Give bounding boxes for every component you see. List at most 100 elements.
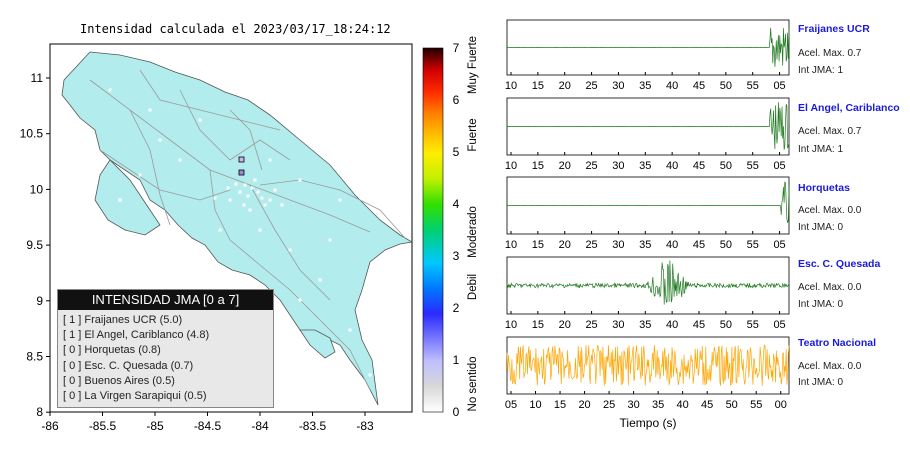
seismogram-tick-label: 25 bbox=[585, 80, 597, 92]
seismogram-tick-label: 15 bbox=[532, 80, 544, 92]
station-dot bbox=[238, 190, 242, 194]
seismogram-tick-label: 00 bbox=[775, 399, 787, 411]
seismogram-tick-label: 20 bbox=[559, 319, 571, 331]
seismogram-tick-label: 05 bbox=[773, 319, 785, 331]
colorbar-label: Debil bbox=[467, 274, 479, 300]
station-dot bbox=[318, 278, 322, 282]
x-tick-label: -83.5 bbox=[299, 419, 327, 433]
station-dot bbox=[288, 248, 292, 252]
seismogram-tick-label: 45 bbox=[693, 160, 705, 172]
seismogram-tick-label: 40 bbox=[666, 319, 678, 331]
seismogram-tick-label: 30 bbox=[612, 80, 624, 92]
seismogram-tick-label: 40 bbox=[677, 399, 689, 411]
station-dot bbox=[268, 198, 272, 202]
seismogram-trace bbox=[506, 181, 790, 223]
legend-item: [ 1 ] Fraijanes UCR (5.0) bbox=[63, 314, 183, 326]
colorbar-labels: No sentido Debil Moderado Fuerte Muy Fuerte bbox=[467, 36, 479, 412]
seismogram-tick-label: 15 bbox=[554, 399, 566, 411]
seismogram-tick-label: 40 bbox=[666, 160, 678, 172]
colorbar-tick-label: 3 bbox=[453, 249, 460, 263]
colorbar-tick-label: 2 bbox=[453, 301, 460, 315]
station-dot bbox=[256, 190, 260, 194]
station-dot bbox=[328, 238, 332, 242]
station-dot bbox=[368, 373, 372, 377]
station-dot bbox=[234, 182, 238, 186]
road bbox=[139, 69, 281, 131]
station-dot bbox=[253, 178, 257, 182]
x-tick-label: -86 bbox=[41, 419, 59, 433]
seismogram-tick-label: 55 bbox=[747, 319, 759, 331]
station-dot bbox=[348, 328, 352, 332]
station-dot bbox=[226, 186, 230, 190]
station-dot bbox=[228, 198, 232, 202]
seismogram-tick-label: 45 bbox=[693, 239, 705, 251]
station-name: Fraijanes UCR bbox=[798, 23, 870, 35]
legend-title: INTENSIDAD JMA [0 a 7] bbox=[58, 290, 273, 310]
peninsula bbox=[94, 159, 161, 236]
station-int: Int JMA: 0 bbox=[798, 377, 844, 388]
station-dot bbox=[148, 108, 152, 112]
road bbox=[89, 79, 371, 233]
road-network bbox=[89, 69, 406, 391]
seismogram-trace bbox=[506, 344, 790, 386]
station-dot bbox=[178, 158, 182, 162]
x-tick-label: -84.5 bbox=[194, 419, 222, 433]
seismogram-tick-label: 55 bbox=[747, 160, 759, 172]
seismogram-tick-label: 05 bbox=[773, 160, 785, 172]
station-dot bbox=[273, 188, 277, 192]
seismogram-tick-label: 20 bbox=[559, 80, 571, 92]
seismogram-tick-label: 15 bbox=[532, 160, 544, 172]
station-int: Int JMA: 0 bbox=[798, 222, 844, 233]
station-name: Horquetas bbox=[798, 182, 850, 194]
seismogram-tick-label: 45 bbox=[693, 80, 705, 92]
epicenter-marker-1 bbox=[238, 156, 245, 163]
station-dot bbox=[250, 186, 254, 190]
station-accel: Acel. Max. 0.0 bbox=[798, 361, 862, 372]
seismogram-tick-label: 55 bbox=[750, 399, 762, 411]
seismogram-trace bbox=[507, 27, 790, 67]
land-area bbox=[61, 51, 414, 406]
station-name: Esc. C. Quesada bbox=[798, 258, 881, 270]
seismogram-tick-label: 10 bbox=[505, 80, 517, 92]
station-dot bbox=[338, 198, 342, 202]
station-name: El Angel, Cariblanco bbox=[798, 102, 900, 114]
intensity-colorbar bbox=[422, 47, 444, 413]
seismogram-tick-label: 10 bbox=[505, 239, 517, 251]
seismogram-tick-label: 35 bbox=[652, 399, 664, 411]
station-dot bbox=[246, 194, 250, 198]
seismogram-tick-label: 35 bbox=[639, 319, 651, 331]
intensity-legend: INTENSIDAD JMA [0 a 7] [ 1 ] Fraijanes U… bbox=[57, 289, 274, 408]
station-dot bbox=[248, 208, 252, 212]
station-dot bbox=[268, 158, 272, 162]
seismogram-tick-label: 05 bbox=[505, 399, 517, 411]
map-y-axis: 11 10.5 10 9.5 9 8.5 8 bbox=[20, 71, 50, 419]
legend-item: [ 0 ] Horquetas (0.8) bbox=[63, 344, 161, 357]
station-dot bbox=[280, 203, 284, 207]
station-accel: Acel. Max. 0.0 bbox=[798, 282, 862, 293]
station-dot bbox=[198, 118, 202, 122]
road bbox=[179, 89, 291, 161]
colorbar-tick-label: 0 bbox=[453, 405, 460, 419]
station-dot bbox=[263, 203, 267, 207]
seismogram-tick-label: 20 bbox=[578, 399, 590, 411]
seismogram-tick-label: 05 bbox=[773, 239, 785, 251]
station-dot bbox=[298, 298, 302, 302]
y-tick-label: 9.5 bbox=[26, 238, 43, 252]
seismogram-tick-label: 15 bbox=[532, 319, 544, 331]
seismogram-tick-label: 45 bbox=[693, 319, 705, 331]
colorbar-label: No sentido bbox=[467, 357, 479, 412]
road bbox=[129, 109, 171, 226]
seismogram-tick-label: 35 bbox=[639, 239, 651, 251]
station-int: Int JMA: 1 bbox=[798, 65, 844, 76]
seismogram-tick-label: 10 bbox=[505, 160, 517, 172]
legend-item: [ 0 ] Buenos Aires (0.5) bbox=[63, 374, 175, 387]
road bbox=[229, 109, 263, 171]
osa-peninsula bbox=[299, 329, 336, 359]
y-tick-label: 9 bbox=[36, 294, 43, 308]
seismogram-tick-label: 25 bbox=[585, 239, 597, 251]
station-int: Int JMA: 1 bbox=[798, 144, 844, 155]
legend-item: [ 1 ] El Angel, Cariblanco (4.8) bbox=[63, 329, 210, 342]
colorbar-gradient bbox=[422, 47, 444, 413]
station-dot bbox=[138, 173, 142, 177]
